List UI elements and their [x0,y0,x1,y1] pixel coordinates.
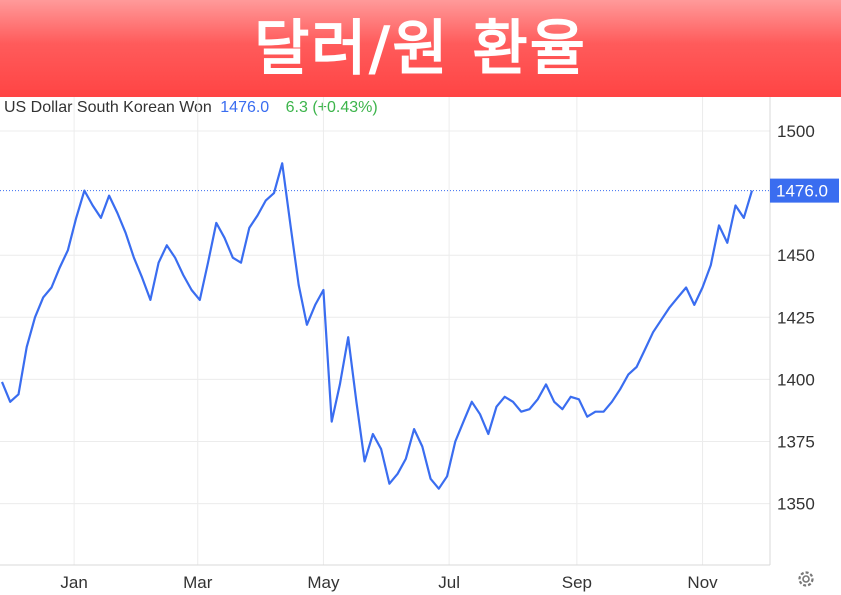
last-value-label: 1476.0 [776,182,828,201]
y-tick-label: 1425 [777,308,815,327]
instrument-name: US Dollar South Korean Won [4,99,212,116]
y-tick-label: 1350 [777,495,815,514]
x-tick-label: May [307,573,340,592]
last-value-badge [770,178,839,203]
title-banner: 달러/원 환율 [0,0,841,97]
x-tick-label: Jul [438,573,460,592]
x-tick-labels: Jan Mar May Jul Sep Nov [60,573,718,592]
x-tick-label: Mar [183,573,213,592]
x-tick-label: Nov [687,573,718,592]
gear-icon[interactable] [798,571,814,587]
last-value-tag: 1476.0 [770,178,839,203]
x-tick-label: Jan [60,573,87,592]
y-tick-label: 1400 [777,370,815,389]
y-tick-labels: 1500 1450 1425 1400 1375 1350 [777,122,815,514]
banner-title: 달러/원 환율 [254,13,587,84]
instrument-header: US Dollar South Korean Won 1476.0 6.3 (+… [4,99,378,117]
x-tick-label: Sep [562,573,592,592]
instrument-price: 1476.0 [220,99,270,116]
y-tick-label: 1375 [777,433,815,452]
grid-lines [0,97,770,565]
instrument-change: 6.3 (+0.43%) [285,99,378,116]
series-line [0,162,754,490]
y-tick-label: 1450 [777,246,815,265]
y-tick-label: 1500 [777,122,815,141]
